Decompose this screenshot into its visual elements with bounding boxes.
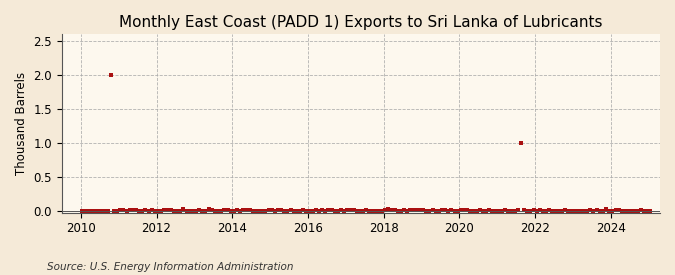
Y-axis label: Thousand Barrels: Thousand Barrels [15, 72, 28, 175]
Text: Source: U.S. Energy Information Administration: Source: U.S. Energy Information Administ… [47, 262, 294, 272]
Title: Monthly East Coast (PADD 1) Exports to Sri Lanka of Lubricants: Monthly East Coast (PADD 1) Exports to S… [119, 15, 603, 30]
